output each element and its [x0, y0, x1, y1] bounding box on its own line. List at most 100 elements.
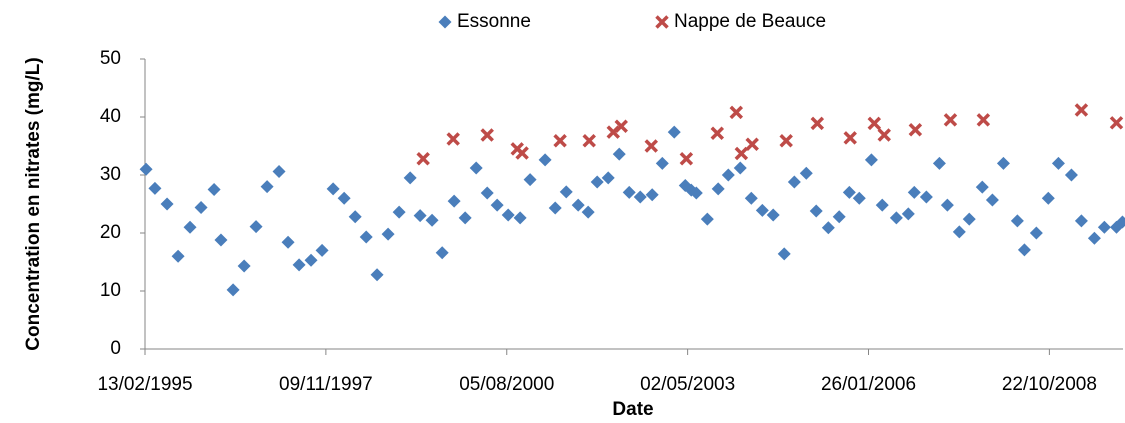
- data-point: [908, 123, 923, 137]
- data-point: [469, 161, 483, 175]
- data-point: [962, 212, 976, 226]
- data-point: [667, 125, 681, 139]
- data-point: [480, 128, 494, 142]
- x-axis-label: Date: [612, 399, 653, 420]
- data-point: [337, 191, 351, 205]
- data-point: [171, 249, 185, 263]
- data-point: [435, 246, 449, 260]
- legend-label: Nappe de Beauce: [674, 11, 826, 32]
- data-point: [413, 209, 427, 223]
- data-point: [779, 134, 793, 148]
- y-axis-label: Concentration en nitrates (mg/L): [23, 57, 44, 350]
- data-point: [744, 191, 758, 205]
- data-point: [864, 153, 878, 167]
- data-point: [777, 247, 791, 261]
- data-point: [932, 156, 946, 170]
- data-point: [226, 283, 240, 297]
- data-point: [590, 175, 604, 189]
- data-point: [359, 230, 373, 244]
- data-point: [326, 182, 340, 196]
- data-point: [1087, 231, 1101, 245]
- data-point: [832, 210, 846, 224]
- y-tick-label: 20: [100, 222, 121, 243]
- data-point: [679, 152, 694, 166]
- data-point: [501, 208, 515, 222]
- data-point: [996, 156, 1010, 170]
- data-point: [214, 233, 228, 247]
- data-point: [446, 132, 460, 146]
- data-point: [148, 181, 162, 195]
- data-point: [655, 156, 669, 170]
- data-point: [1097, 220, 1111, 234]
- data-point: [490, 198, 504, 212]
- data-point: [985, 193, 999, 207]
- data-point: [403, 171, 417, 185]
- data-point: [901, 207, 915, 221]
- legend-label: Essonne: [457, 11, 531, 32]
- data-point: [392, 205, 406, 219]
- data-point: [745, 137, 759, 151]
- data-point: [249, 220, 263, 234]
- data-point: [952, 225, 966, 239]
- data-point: [480, 186, 494, 200]
- data-point: [416, 152, 430, 166]
- data-point: [515, 146, 529, 160]
- x-tick-label: 13/02/1995: [97, 374, 192, 395]
- data-point: [787, 175, 801, 189]
- data-point: [272, 165, 286, 179]
- data-point: [622, 185, 636, 199]
- data-point: [260, 180, 274, 194]
- data-point: [612, 147, 626, 161]
- data-point: [581, 205, 595, 219]
- data-point: [644, 139, 659, 153]
- data-point: [943, 113, 958, 127]
- data-point: [513, 211, 527, 225]
- data-point: [447, 194, 461, 208]
- x-tick-label: 02/05/2003: [640, 374, 735, 395]
- data-point: [1029, 226, 1043, 240]
- data-point: [889, 211, 903, 225]
- data-point: [755, 203, 769, 217]
- data-point: [1074, 214, 1088, 228]
- data-point: [538, 153, 552, 167]
- data-point: [700, 212, 714, 226]
- legend-marker: [438, 15, 452, 29]
- data-point: [875, 198, 889, 212]
- data-point: [734, 146, 749, 161]
- y-tick-label: 30: [100, 164, 121, 185]
- data-point: [729, 105, 744, 120]
- data-point: [315, 243, 329, 257]
- data-point: [548, 201, 562, 215]
- data-point: [842, 185, 856, 199]
- data-point: [940, 198, 954, 212]
- data-point: [843, 131, 857, 145]
- data-point: [710, 126, 725, 140]
- data-point: [425, 213, 439, 227]
- data-point: [601, 171, 615, 185]
- data-point: [292, 258, 306, 272]
- y-tick-label: 0: [110, 338, 121, 359]
- data-point: [821, 221, 835, 235]
- data-point: [1074, 103, 1089, 117]
- x-tick-label: 22/10/2008: [1002, 374, 1097, 395]
- data-point: [207, 183, 221, 196]
- data-point: [523, 173, 537, 187]
- data-point: [1064, 168, 1078, 182]
- data-point: [458, 211, 472, 225]
- data-point: [733, 161, 747, 175]
- data-point: [1115, 215, 1125, 229]
- data-point: [711, 182, 725, 196]
- legend-marker: [655, 15, 669, 29]
- data-point: [1041, 191, 1055, 205]
- data-point: [139, 162, 153, 176]
- data-point: [867, 116, 882, 131]
- data-point: [614, 119, 628, 134]
- data-point: [183, 220, 197, 234]
- y-tick-label: 10: [100, 280, 121, 301]
- data-point: [1051, 156, 1065, 170]
- data-point: [633, 190, 647, 204]
- y-tick-label: 50: [100, 48, 121, 69]
- data-point: [975, 180, 989, 194]
- data-point: [1010, 214, 1024, 228]
